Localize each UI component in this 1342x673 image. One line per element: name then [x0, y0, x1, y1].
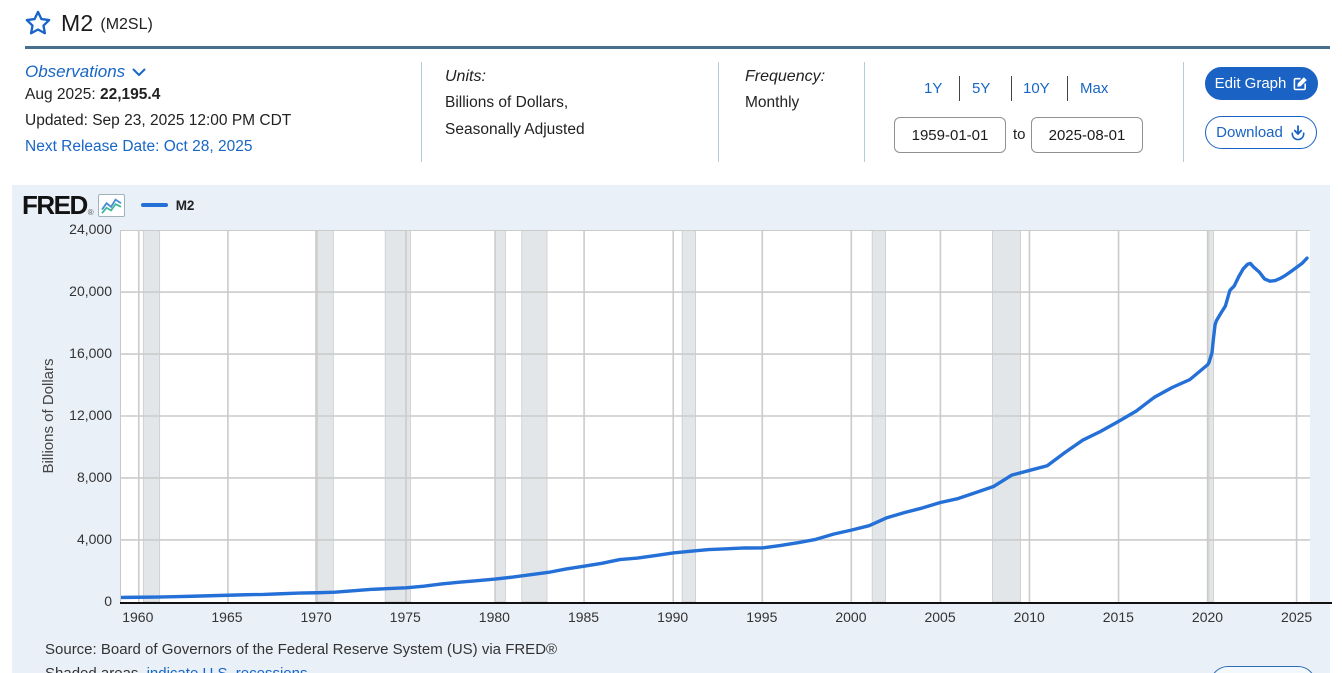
updated-timestamp: Updated: Sep 23, 2025 12:00 PM CDT — [25, 112, 292, 129]
x-tick-label: 2015 — [1102, 609, 1134, 625]
x-tick-label: 1995 — [746, 609, 778, 625]
fred-sparkline-logo — [97, 193, 125, 217]
x-tick-label: 2005 — [924, 609, 956, 625]
title-divider — [25, 46, 1330, 49]
observations-dropdown[interactable]: Observations — [25, 62, 146, 82]
observations-section: Observations Aug 2025: 22,195.4 Updated:… — [25, 62, 291, 160]
m2-line-chart[interactable] — [120, 230, 1310, 602]
x-tick-label: 1970 — [300, 609, 332, 625]
edit-graph-label: Edit Graph — [1214, 75, 1287, 92]
series-id: (M2SL) — [100, 16, 153, 33]
footnote-text: Shaded areas — [45, 665, 138, 673]
m2-series-line[interactable] — [121, 256, 1309, 600]
info-divider — [864, 62, 865, 162]
recessions-link[interactable]: indicate U.S. recessions. — [147, 665, 312, 673]
star-icon — [25, 10, 51, 35]
units-section: Units: Billions of Dollars, Seasonally A… — [445, 64, 585, 143]
chart-panel: FRED ® M2 Billions of Dollars 0 4,000 8,00… — [12, 185, 1332, 673]
edit-graph-button[interactable]: Edit Graph — [1205, 67, 1318, 100]
frequency-value: Monthly — [745, 94, 800, 111]
units-label: Units: — [445, 68, 486, 85]
chevron-down-icon — [132, 68, 146, 76]
frequency-section: Frequency: Monthly — [745, 64, 825, 116]
preset-separator — [959, 76, 960, 101]
frequency-label: Frequency: — [745, 68, 826, 85]
range-preset-max[interactable]: Max — [1080, 80, 1109, 97]
x-tick-label: 1990 — [657, 609, 689, 625]
chart-legend: M2 — [140, 197, 195, 213]
legend-series-label: M2 — [175, 197, 195, 213]
edit-pencil-icon — [1293, 77, 1308, 91]
end-date-input[interactable] — [1031, 117, 1143, 153]
page-title: M2 — [61, 9, 94, 36]
units-line1: Billions of Dollars, — [445, 94, 569, 111]
x-tick-label: 1975 — [389, 609, 421, 625]
date-range-to-label: to — [1013, 126, 1026, 143]
registered-mark: ® — [87, 208, 94, 217]
download-label: Download — [1216, 124, 1283, 141]
range-preset-5y[interactable]: 5Y — [972, 80, 991, 97]
sparkline-icon — [100, 197, 122, 214]
y-tick-label: 0 — [104, 593, 112, 609]
legend-line-swatch — [140, 203, 168, 207]
x-tick-label: 2000 — [835, 609, 867, 625]
y-tick-label: 20,000 — [69, 283, 112, 299]
units-line2: Seasonally Adjusted — [445, 121, 585, 138]
x-axis-line — [120, 602, 1332, 604]
x-tick-label: 2020 — [1191, 609, 1224, 625]
download-button[interactable]: Download — [1205, 116, 1317, 149]
info-divider — [1183, 62, 1184, 162]
start-date-input[interactable] — [894, 117, 1006, 153]
x-tick-label: 1985 — [567, 609, 600, 625]
fred-logo: FRED — [22, 189, 88, 220]
x-tick-label: 1980 — [478, 609, 510, 625]
x-tick-label: 2010 — [1013, 609, 1045, 625]
x-tick-label: 1960 — [122, 609, 154, 625]
x-tick-label: 2025 — [1281, 609, 1313, 625]
next-release-link[interactable]: Next Release Date: Oct 28, 2025 — [25, 138, 253, 155]
download-icon — [1291, 124, 1305, 140]
chart-branding: FRED ® M2 — [22, 190, 194, 220]
latest-observation-value: 22,195.4 — [99, 86, 161, 103]
recession-footnote: Shaded areas indicate U.S. recessions. — [45, 665, 312, 673]
source-attribution: Source: Board of Governors of the Federa… — [45, 641, 558, 658]
y-tick-label: 4,000 — [76, 531, 112, 547]
latest-observation-date: Aug 2025: — [25, 86, 100, 103]
favorite-star-button[interactable] — [24, 9, 52, 37]
x-tick-label: 1965 — [211, 609, 243, 625]
latest-observation: Aug 2025: 22,195.4 — [25, 82, 291, 108]
y-tick-label: 24,000 — [69, 221, 112, 237]
y-tick-label: 12,000 — [69, 407, 112, 423]
y-tick-label: 16,000 — [69, 345, 112, 361]
y-tick-label: 8,000 — [76, 469, 112, 485]
observations-label: Observations — [25, 62, 126, 81]
range-preset-10y[interactable]: 10Y — [1023, 80, 1050, 97]
info-divider — [718, 62, 719, 162]
info-divider — [421, 62, 422, 162]
range-preset-1y[interactable]: 1Y — [924, 80, 943, 97]
preset-separator — [1067, 76, 1068, 101]
page-header: M2 (M2SL) — [24, 9, 153, 37]
cutoff-bottom-button[interactable] — [1210, 666, 1316, 673]
preset-separator — [1011, 76, 1012, 101]
